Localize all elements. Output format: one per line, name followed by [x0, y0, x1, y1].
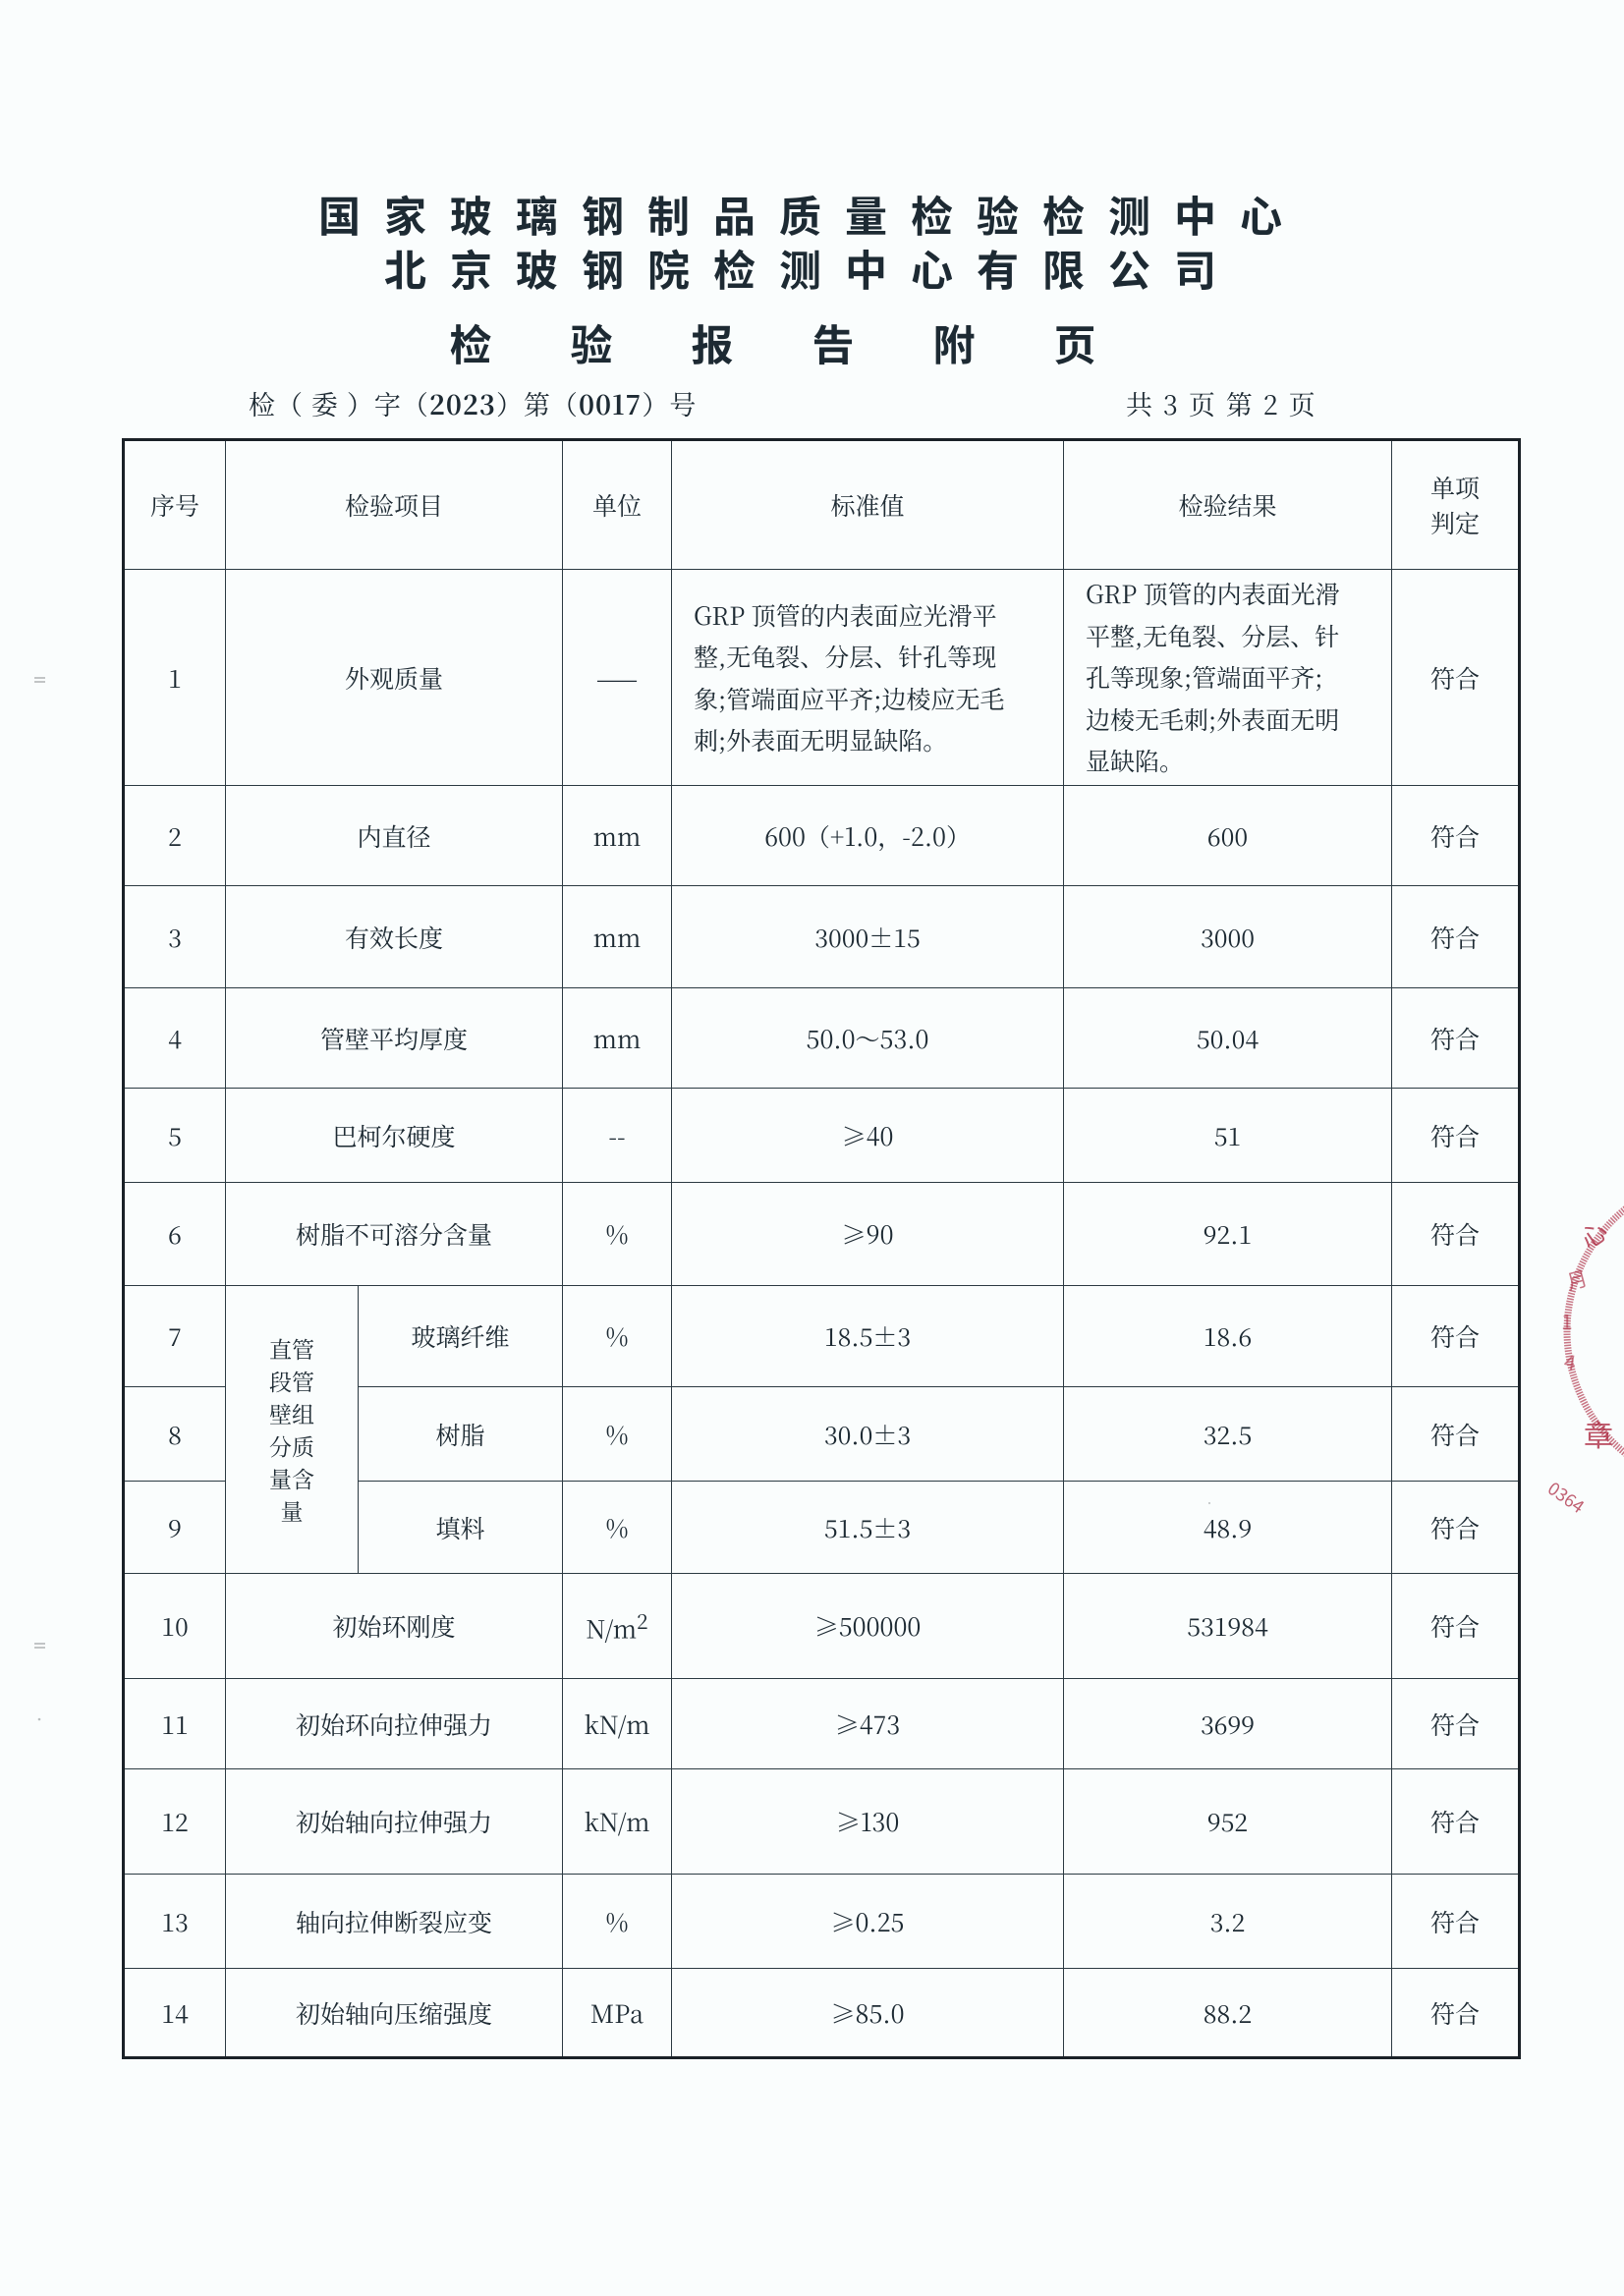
svg-text:月: 月	[1563, 1262, 1591, 1296]
svg-text:心: 心	[1572, 1211, 1614, 1256]
svg-text:0364: 0364	[1543, 1476, 1591, 1519]
svg-text:1: 1	[1561, 1307, 1573, 1336]
svg-text:4: 4	[1562, 1346, 1579, 1377]
svg-text:章: 章	[1584, 1412, 1613, 1455]
